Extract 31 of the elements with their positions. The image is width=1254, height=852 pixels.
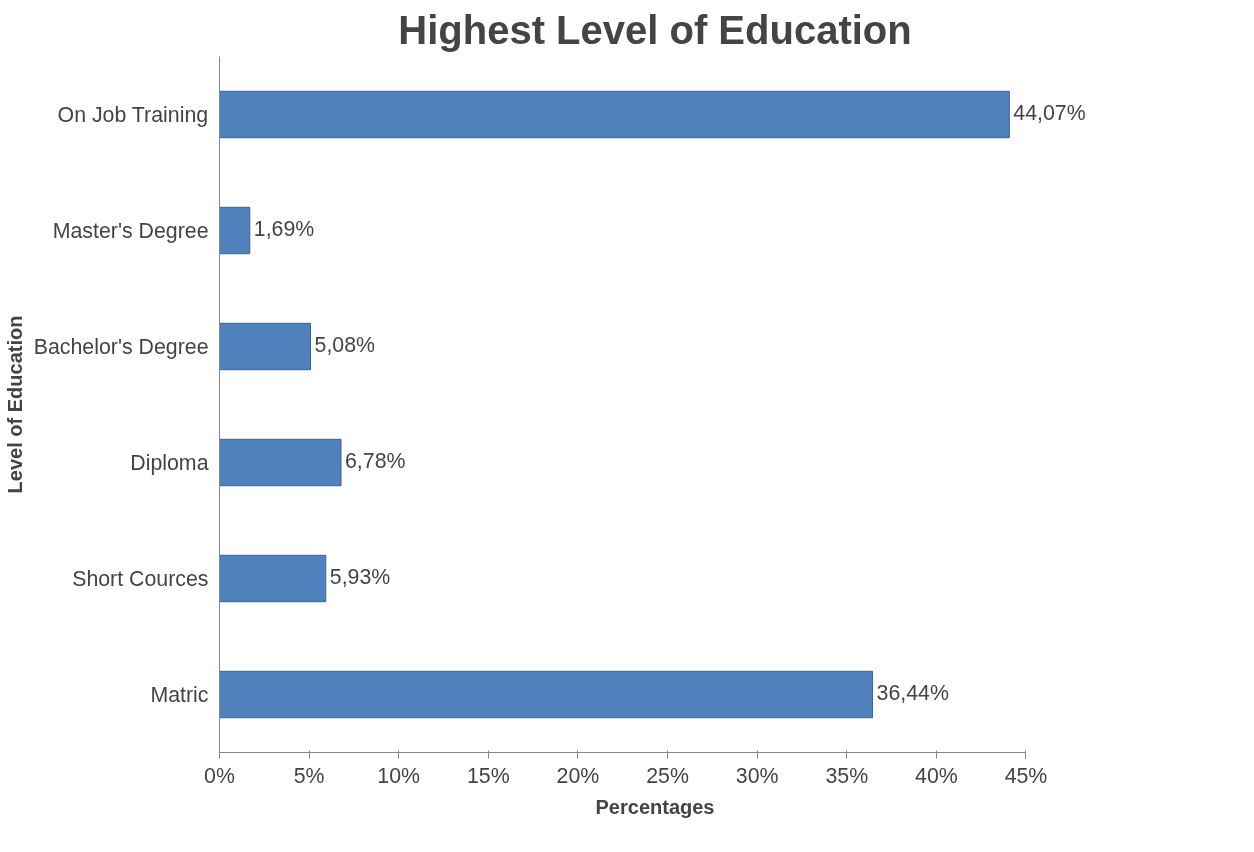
x-tick-label: 0% bbox=[204, 763, 235, 788]
bar bbox=[219, 206, 251, 255]
x-axis-title: Percentages bbox=[595, 795, 715, 818]
y-tick-label: On Job Training bbox=[57, 102, 209, 127]
y-tick-label: Short Cources bbox=[72, 566, 209, 591]
y-tick-label: Master's Degree bbox=[52, 218, 209, 243]
x-tick-label: 30% bbox=[735, 763, 779, 788]
y-tick-label: Diploma bbox=[130, 450, 209, 475]
y-tick-label: Matric bbox=[150, 682, 209, 707]
chart-title: Highest Level of Education bbox=[398, 7, 912, 52]
bar bbox=[219, 322, 312, 371]
y-axis-title: Level of Education bbox=[3, 315, 26, 494]
x-tick-label: 15% bbox=[466, 763, 510, 788]
x-tick-label: 5% bbox=[293, 763, 325, 788]
x-tick-label: 40% bbox=[915, 763, 958, 788]
bar bbox=[219, 90, 1010, 139]
data-label: 6,78% bbox=[345, 448, 406, 473]
data-label: 1,69% bbox=[253, 216, 315, 241]
x-tick-label: 45% bbox=[1004, 763, 1048, 788]
x-tick-label: 20% bbox=[556, 763, 600, 788]
data-label: 36,44% bbox=[876, 680, 949, 705]
bar bbox=[219, 438, 342, 487]
x-tick-label: 35% bbox=[825, 763, 869, 788]
bar bbox=[219, 670, 874, 719]
y-tick-label: Bachelor's Degree bbox=[33, 334, 209, 359]
data-label: 5,08% bbox=[314, 332, 376, 357]
data-label: 44,07% bbox=[1013, 100, 1086, 125]
data-label: 5,93% bbox=[329, 564, 391, 589]
x-tick-label: 25% bbox=[646, 763, 689, 788]
bar bbox=[219, 554, 327, 603]
x-tick-label: 10% bbox=[377, 763, 421, 788]
